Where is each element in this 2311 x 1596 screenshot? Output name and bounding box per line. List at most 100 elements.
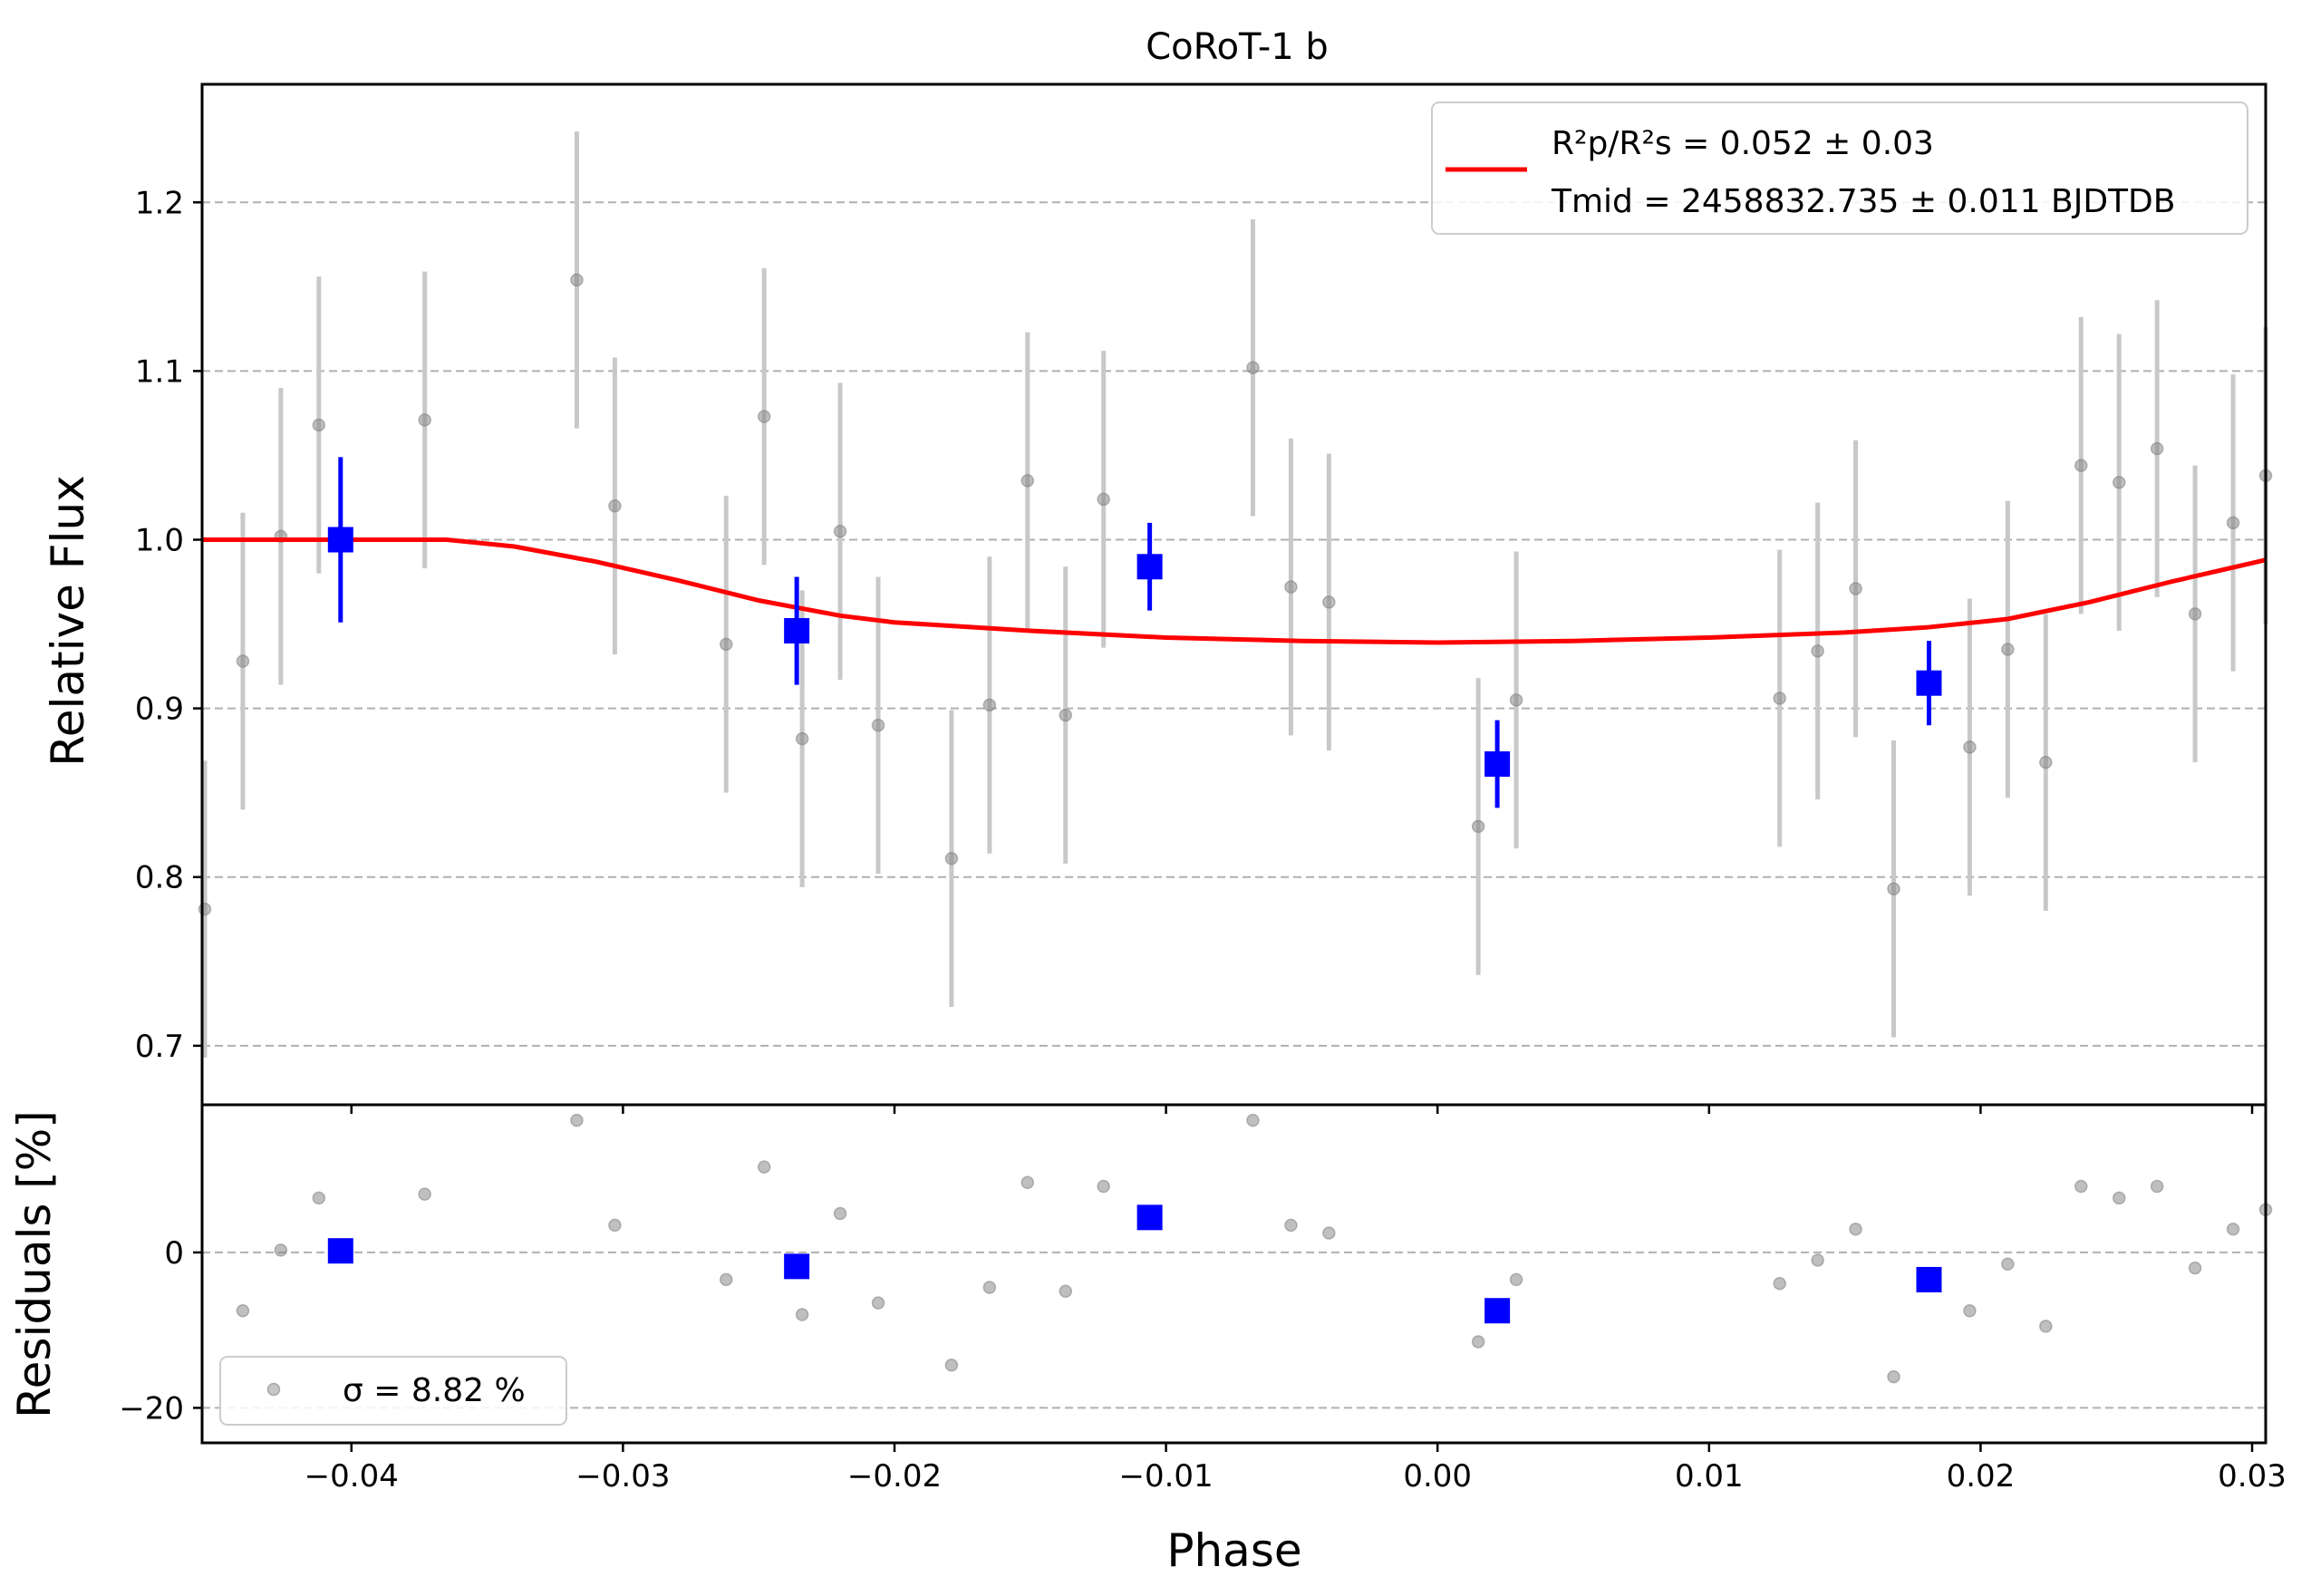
xtick-label: 0.01: [1675, 1458, 1744, 1494]
xtick-label: −0.02: [847, 1458, 942, 1494]
raw-point: [833, 524, 847, 538]
residual-binned-point: [327, 1238, 353, 1264]
residual-raw-point: [2188, 1261, 2202, 1275]
residual-raw-point: [1471, 1335, 1485, 1349]
residual-raw-point: [570, 1113, 584, 1127]
residual-raw-point: [274, 1243, 288, 1257]
residual-binned-point: [1136, 1204, 1163, 1231]
top-legend: R²p/R²s = 0.052 ± 0.03 Tmid = 2458832.73…: [1431, 102, 2248, 235]
residual-raw-point: [2039, 1320, 2053, 1333]
raw-point: [1020, 474, 1035, 488]
residual-raw-point: [1097, 1179, 1110, 1194]
legend-model-label-1: R²p/R²s = 0.052 ± 0.03: [1552, 125, 1934, 162]
raw-point: [198, 902, 212, 916]
raw-point: [236, 654, 250, 668]
bottom-ytick-label: 0: [164, 1235, 184, 1272]
raw-point: [2150, 441, 2164, 456]
bottom-y-ticks: −20 0: [119, 1235, 202, 1427]
residual-raw-point: [1963, 1303, 1977, 1318]
residual-raw-point: [608, 1218, 622, 1233]
residual-raw-point: [1773, 1276, 1786, 1291]
raw-point: [1059, 708, 1072, 722]
sigma-legend-label: σ = 8.82 %: [343, 1372, 526, 1409]
binned-point: [784, 618, 810, 644]
residual-raw-point: [871, 1296, 885, 1310]
residual-raw-point: [418, 1187, 431, 1201]
residual-raw-point: [2001, 1257, 2015, 1272]
y-axis-label-top: Relative Flux: [42, 475, 94, 766]
legend-box: [1431, 102, 2248, 235]
residual-raw-point: [719, 1272, 733, 1287]
residual-raw-point: [795, 1308, 809, 1321]
xtick-label: 0.03: [2218, 1458, 2287, 1494]
binned-point: [327, 527, 353, 553]
xtick-label: −0.04: [305, 1458, 399, 1494]
chart-title: CoRoT-1 b: [1146, 26, 1329, 68]
raw-point: [1471, 819, 1485, 834]
top-ytick-label: 1.0: [135, 523, 184, 559]
raw-point: [2226, 516, 2240, 530]
top-y-ticks: 0.7 0.8 0.9 1.0 1.1 1.2: [135, 185, 2254, 1114]
raw-point: [2112, 475, 2126, 489]
residual-raw-point: [236, 1303, 250, 1318]
xtick-label: 0.00: [1403, 1458, 1472, 1494]
raw-point: [757, 410, 771, 423]
raw-point: [2074, 459, 2088, 472]
raw-point: [944, 852, 959, 866]
raw-point: [1773, 692, 1786, 705]
residual-raw-point: [1849, 1222, 1862, 1236]
xtick-label: −0.03: [575, 1458, 670, 1494]
y-axis-label-bottom: Residuals [%]: [8, 1110, 61, 1418]
model-curve: [202, 537, 2267, 645]
residual-raw-point: [1811, 1253, 1824, 1267]
residual-binned-point: [1484, 1298, 1511, 1324]
raw-point: [2001, 643, 2015, 656]
residual-raw-point: [2150, 1179, 2164, 1194]
bottom-ytick-label: −20: [119, 1390, 184, 1427]
xtick-label: −0.01: [1118, 1458, 1213, 1494]
top-ytick-label: 0.9: [135, 692, 184, 728]
raw-point: [1963, 740, 1977, 754]
residual-raw-point: [1509, 1272, 1523, 1287]
bottom-raw-points: [236, 1113, 2273, 1384]
raw-point: [1097, 492, 1110, 507]
raw-point: [871, 718, 885, 732]
residual-raw-point: [757, 1160, 771, 1174]
top-ytick-label: 0.8: [135, 860, 184, 896]
raw-point: [418, 413, 431, 427]
residual-binned-point: [1916, 1266, 1942, 1292]
residual-raw-point: [1887, 1369, 1900, 1384]
residual-raw-point: [312, 1191, 326, 1205]
raw-point: [2188, 607, 2202, 621]
raw-point: [795, 731, 809, 746]
residual-raw-point: [1059, 1284, 1072, 1299]
raw-point: [608, 499, 622, 513]
bottom-legend: σ = 8.82 %: [219, 1356, 567, 1426]
raw-point: [1849, 582, 1862, 595]
xtick-label: 0.02: [1947, 1458, 2016, 1494]
top-ytick-label: 1.1: [135, 353, 184, 390]
bottom-axes-frame: [200, 1103, 2267, 1445]
top-binned-points: [327, 457, 1942, 808]
binned-point: [1916, 670, 1942, 696]
residual-raw-point: [982, 1281, 997, 1294]
raw-point: [1811, 644, 1824, 658]
raw-point: [1246, 361, 1260, 374]
sigma-legend-box: [219, 1356, 567, 1426]
residual-raw-point: [1284, 1218, 1298, 1233]
top-ytick-label: 1.2: [135, 185, 184, 221]
residual-raw-point: [833, 1206, 847, 1221]
raw-point: [1509, 693, 1523, 707]
raw-point: [982, 698, 997, 712]
residual-binned-point: [784, 1253, 810, 1280]
binned-point: [1484, 751, 1511, 778]
raw-point: [570, 273, 584, 287]
raw-point: [1322, 595, 1336, 609]
x-axis-label: Phase: [1166, 1524, 1301, 1577]
legend-model-label-2: Tmid = 2458832.735 ± 0.011 BJDTDB: [1551, 183, 2175, 220]
raw-point: [719, 637, 733, 652]
bottom-binned-points: [327, 1204, 1942, 1324]
raw-point: [1887, 882, 1900, 896]
